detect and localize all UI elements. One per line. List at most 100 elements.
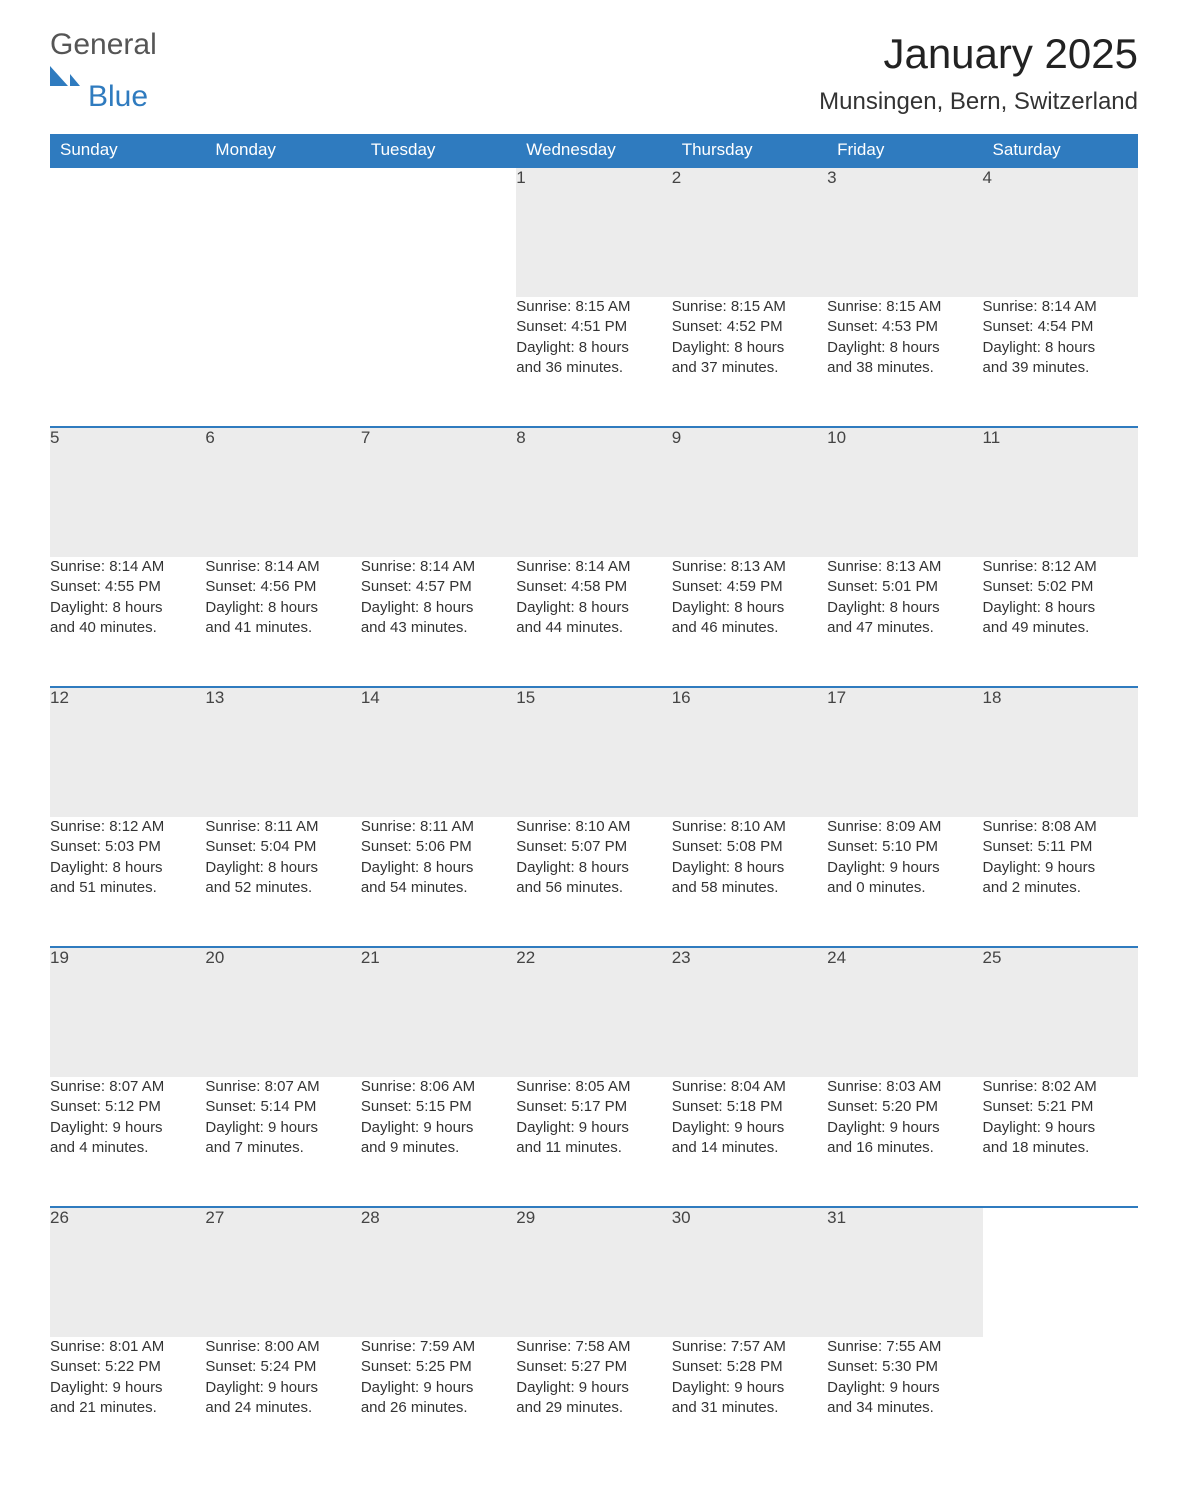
day-number: 21 — [361, 947, 516, 1077]
sunrise-line: Sunrise: 7:59 AM — [361, 1337, 516, 1357]
sunset-line: Sunset: 4:55 PM — [50, 577, 205, 597]
daylight-line-1: Daylight: 8 hours — [50, 598, 205, 618]
daylight-line-1: Daylight: 8 hours — [361, 598, 516, 618]
week-daynum-row: 12131415161718 — [50, 687, 1138, 817]
sunrise-line: Sunrise: 8:13 AM — [672, 557, 827, 577]
daylight-line-2: and 39 minutes. — [983, 358, 1138, 378]
sunrise-line: Sunrise: 8:14 AM — [983, 297, 1138, 317]
day-number: 5 — [50, 427, 205, 557]
day-number: 1 — [516, 167, 671, 297]
daylight-line-1: Daylight: 8 hours — [983, 338, 1138, 358]
daylight-line-2: and 29 minutes. — [516, 1398, 671, 1418]
day-number: 31 — [827, 1207, 982, 1337]
sunrise-line: Sunrise: 8:14 AM — [205, 557, 360, 577]
week-body-row: Sunrise: 8:15 AMSunset: 4:51 PMDaylight:… — [50, 297, 1138, 427]
day-number: 28 — [361, 1207, 516, 1337]
daylight-line-1: Daylight: 9 hours — [361, 1378, 516, 1398]
sunset-line: Sunset: 5:04 PM — [205, 837, 360, 857]
day-cell: Sunrise: 8:07 AMSunset: 5:14 PMDaylight:… — [205, 1077, 360, 1207]
day-cell: Sunrise: 8:14 AMSunset: 4:58 PMDaylight:… — [516, 557, 671, 687]
sunset-line: Sunset: 5:20 PM — [827, 1097, 982, 1117]
day-number: 16 — [672, 687, 827, 817]
daylight-line-2: and 47 minutes. — [827, 618, 982, 638]
sunrise-line: Sunrise: 7:55 AM — [827, 1337, 982, 1357]
sunset-line: Sunset: 5:17 PM — [516, 1097, 671, 1117]
week-daynum-row: 567891011 — [50, 427, 1138, 557]
daylight-line-1: Daylight: 9 hours — [516, 1378, 671, 1398]
day-cell: Sunrise: 8:07 AMSunset: 5:12 PMDaylight:… — [50, 1077, 205, 1207]
sunset-line: Sunset: 5:06 PM — [361, 837, 516, 857]
sunset-line: Sunset: 5:24 PM — [205, 1357, 360, 1377]
sunrise-line: Sunrise: 8:09 AM — [827, 817, 982, 837]
daylight-line-2: and 31 minutes. — [672, 1398, 827, 1418]
sunrise-line: Sunrise: 8:14 AM — [516, 557, 671, 577]
day-number: 27 — [205, 1207, 360, 1337]
sunset-line: Sunset: 5:21 PM — [983, 1097, 1138, 1117]
day-cell: Sunrise: 8:05 AMSunset: 5:17 PMDaylight:… — [516, 1077, 671, 1207]
sunrise-line: Sunrise: 8:07 AM — [205, 1077, 360, 1097]
daylight-line-2: and 9 minutes. — [361, 1138, 516, 1158]
day-cell: Sunrise: 8:06 AMSunset: 5:15 PMDaylight:… — [361, 1077, 516, 1207]
day-number: 10 — [827, 427, 982, 557]
day-cell: Sunrise: 7:59 AMSunset: 5:25 PMDaylight:… — [361, 1337, 516, 1467]
day-number: 3 — [827, 167, 982, 297]
sunrise-line: Sunrise: 8:10 AM — [672, 817, 827, 837]
sunrise-line: Sunrise: 8:04 AM — [672, 1077, 827, 1097]
daylight-line-2: and 24 minutes. — [205, 1398, 360, 1418]
sunset-line: Sunset: 4:57 PM — [361, 577, 516, 597]
day-cell: Sunrise: 8:15 AMSunset: 4:53 PMDaylight:… — [827, 297, 982, 427]
day-number: 15 — [516, 687, 671, 817]
sunset-line: Sunset: 5:03 PM — [50, 837, 205, 857]
daylight-line-2: and 41 minutes. — [205, 618, 360, 638]
sunset-line: Sunset: 5:07 PM — [516, 837, 671, 857]
sunrise-line: Sunrise: 8:07 AM — [50, 1077, 205, 1097]
day-number: 13 — [205, 687, 360, 817]
day-cell: Sunrise: 8:02 AMSunset: 5:21 PMDaylight:… — [983, 1077, 1138, 1207]
week-daynum-row: 19202122232425 — [50, 947, 1138, 1077]
daylight-line-1: Daylight: 9 hours — [827, 1118, 982, 1138]
daylight-line-2: and 7 minutes. — [205, 1138, 360, 1158]
week-body-row: Sunrise: 8:07 AMSunset: 5:12 PMDaylight:… — [50, 1077, 1138, 1207]
daylight-line-2: and 2 minutes. — [983, 878, 1138, 898]
day-cell: Sunrise: 8:15 AMSunset: 4:51 PMDaylight:… — [516, 297, 671, 427]
day-cell: Sunrise: 8:04 AMSunset: 5:18 PMDaylight:… — [672, 1077, 827, 1207]
daylight-line-2: and 49 minutes. — [983, 618, 1138, 638]
empty-cell — [983, 1337, 1138, 1467]
daylight-line-2: and 56 minutes. — [516, 878, 671, 898]
sunrise-line: Sunrise: 8:15 AM — [827, 297, 982, 317]
sunset-line: Sunset: 4:52 PM — [672, 317, 827, 337]
sunrise-line: Sunrise: 8:01 AM — [50, 1337, 205, 1357]
daylight-line-2: and 37 minutes. — [672, 358, 827, 378]
week-daynum-row: 262728293031 — [50, 1207, 1138, 1337]
day-number: 9 — [672, 427, 827, 557]
location: Munsingen, Bern, Switzerland — [819, 88, 1138, 116]
sunset-line: Sunset: 5:25 PM — [361, 1357, 516, 1377]
sunset-line: Sunset: 5:11 PM — [983, 837, 1138, 857]
sunrise-line: Sunrise: 8:15 AM — [516, 297, 671, 317]
sunrise-line: Sunrise: 8:13 AM — [827, 557, 982, 577]
daylight-line-2: and 4 minutes. — [50, 1138, 205, 1158]
sunset-line: Sunset: 5:15 PM — [361, 1097, 516, 1117]
sunset-line: Sunset: 4:59 PM — [672, 577, 827, 597]
daylight-line-1: Daylight: 8 hours — [827, 338, 982, 358]
empty-cell — [983, 1207, 1138, 1337]
day-number: 7 — [361, 427, 516, 557]
daylight-line-1: Daylight: 8 hours — [827, 598, 982, 618]
weekday-header: Tuesday — [361, 134, 516, 167]
day-number: 4 — [983, 167, 1138, 297]
day-number: 17 — [827, 687, 982, 817]
day-cell: Sunrise: 8:13 AMSunset: 4:59 PMDaylight:… — [672, 557, 827, 687]
daylight-line-1: Daylight: 9 hours — [672, 1378, 827, 1398]
daylight-line-2: and 52 minutes. — [205, 878, 360, 898]
daylight-line-2: and 51 minutes. — [50, 878, 205, 898]
title-block: January 2025 Munsingen, Bern, Switzerlan… — [819, 30, 1138, 116]
sunrise-line: Sunrise: 8:03 AM — [827, 1077, 982, 1097]
week-body-row: Sunrise: 8:14 AMSunset: 4:55 PMDaylight:… — [50, 557, 1138, 687]
logo-word-general: General — [50, 28, 157, 61]
day-cell: Sunrise: 8:14 AMSunset: 4:55 PMDaylight:… — [50, 557, 205, 687]
logo-word-blue: Blue — [88, 82, 157, 112]
daylight-line-2: and 44 minutes. — [516, 618, 671, 638]
day-number: 19 — [50, 947, 205, 1077]
empty-cell — [361, 167, 516, 297]
sunrise-line: Sunrise: 8:12 AM — [983, 557, 1138, 577]
